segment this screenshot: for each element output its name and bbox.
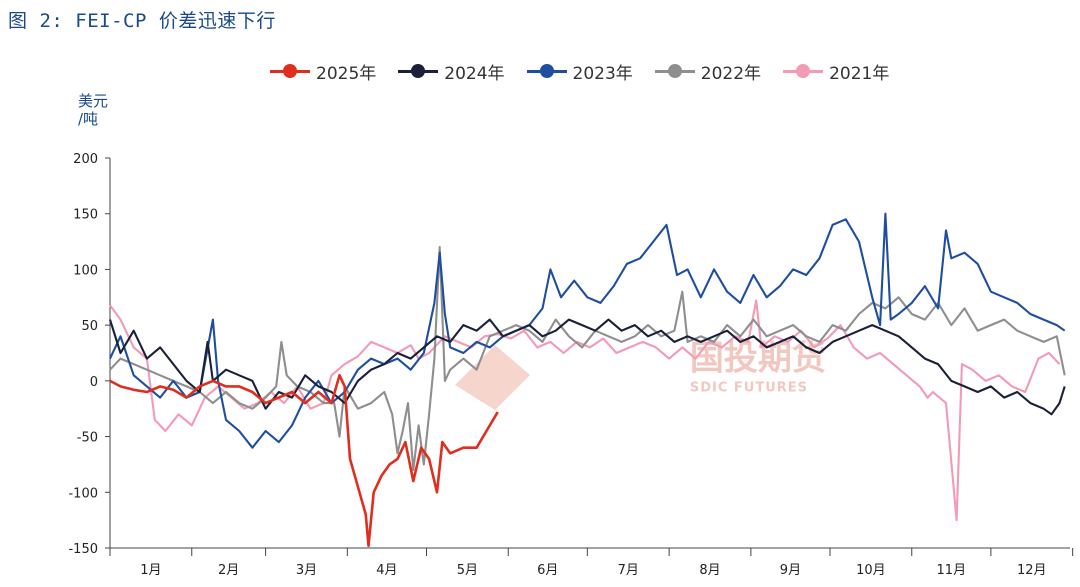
y-tick-label-150: 150 bbox=[73, 208, 98, 223]
legend-label-2024: 2024年 bbox=[444, 63, 505, 84]
x-tick-label-1: 1月 bbox=[140, 563, 161, 578]
series-line-2023 bbox=[109, 212, 1066, 449]
x-tick-label-3: 3月 bbox=[296, 563, 317, 578]
legend-item-2024: 2024年 bbox=[398, 59, 505, 84]
legend-swatch-2023 bbox=[526, 64, 567, 78]
legend-swatch-2024 bbox=[398, 64, 439, 78]
x-tick-label-7: 7月 bbox=[618, 563, 639, 578]
x-tick-label-4: 4月 bbox=[376, 563, 397, 578]
legend-item-2022: 2022年 bbox=[654, 59, 762, 84]
x-tick-label-9: 9月 bbox=[780, 563, 801, 578]
series-line-2024 bbox=[108, 318, 1066, 416]
x-tick-label-8: 8月 bbox=[699, 563, 720, 578]
legend-label-2021: 2021年 bbox=[829, 63, 890, 84]
y-tick-label-50: 50 bbox=[81, 319, 98, 334]
series-line-2021 bbox=[109, 299, 1061, 522]
y-tick-label--150: -150 bbox=[68, 542, 98, 557]
y-tick-label-100: 100 bbox=[73, 263, 98, 278]
watermark-text-cn: 国投期货 bbox=[690, 339, 826, 379]
x-tick-label-12: 12月 bbox=[1017, 563, 1047, 578]
legend-swatch-2025 bbox=[270, 64, 310, 78]
legend-swatch-2021 bbox=[783, 64, 824, 78]
chart-legend: 2025年 2024年 2023年 2022年 2021年 bbox=[270, 58, 889, 84]
series-line-2022 bbox=[109, 246, 1066, 472]
unit-line2: /吨 bbox=[78, 110, 99, 128]
series-line-2025 bbox=[109, 374, 499, 548]
y-tick-label-0: 0 bbox=[90, 375, 98, 390]
y-axis-unit: 美元 /吨 bbox=[78, 92, 108, 128]
y-tick-label-200: 200 bbox=[73, 152, 98, 167]
x-tick-label-10: 10月 bbox=[856, 563, 886, 578]
x-tick-label-11: 11月 bbox=[937, 563, 967, 578]
figure-title: 图 2: FEI-CP 价差迅速下行 bbox=[8, 10, 276, 32]
legend-label-2022: 2022年 bbox=[700, 63, 762, 84]
x-tick-label-2: 2月 bbox=[218, 563, 239, 578]
watermark-text-en: SDIC FUTURES bbox=[690, 381, 808, 396]
legend-label-2025: 2025年 bbox=[316, 63, 377, 84]
legend-label-2023: 2023年 bbox=[572, 63, 633, 84]
y-tick-label--100: -100 bbox=[68, 486, 98, 501]
legend-item-2025: 2025年 bbox=[270, 59, 376, 84]
x-tick-label-6: 6月 bbox=[537, 563, 558, 578]
x-tick-label-5: 5月 bbox=[457, 563, 478, 578]
legend-swatch-2022 bbox=[654, 64, 695, 78]
legend-item-2021: 2021年 bbox=[783, 59, 889, 84]
watermark-logo bbox=[455, 345, 530, 410]
legend-item-2023: 2023年 bbox=[526, 59, 633, 84]
y-tick-label--50: -50 bbox=[77, 431, 98, 446]
unit-line1: 美元 bbox=[78, 92, 109, 110]
